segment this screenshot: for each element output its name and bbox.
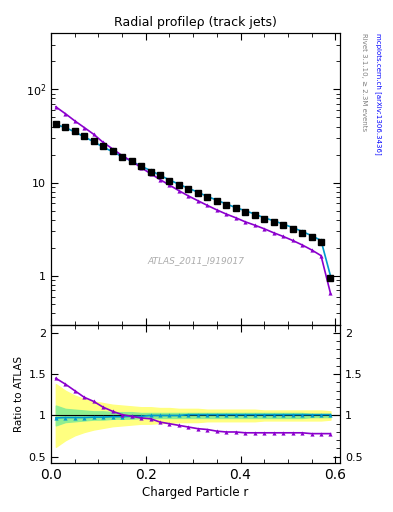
Text: mcplots.cern.ch [arXiv:1306.3436]: mcplots.cern.ch [arXiv:1306.3436] [375, 33, 382, 155]
Y-axis label: Ratio to ATLAS: Ratio to ATLAS [15, 356, 24, 432]
Text: Rivet 3.1.10, ≥ 2.3M events: Rivet 3.1.10, ≥ 2.3M events [360, 33, 367, 132]
Text: ATLAS_2011_I919017: ATLAS_2011_I919017 [147, 256, 244, 265]
X-axis label: Charged Particle r: Charged Particle r [142, 486, 249, 499]
Title: Radial profileρ (track jets): Radial profileρ (track jets) [114, 16, 277, 29]
